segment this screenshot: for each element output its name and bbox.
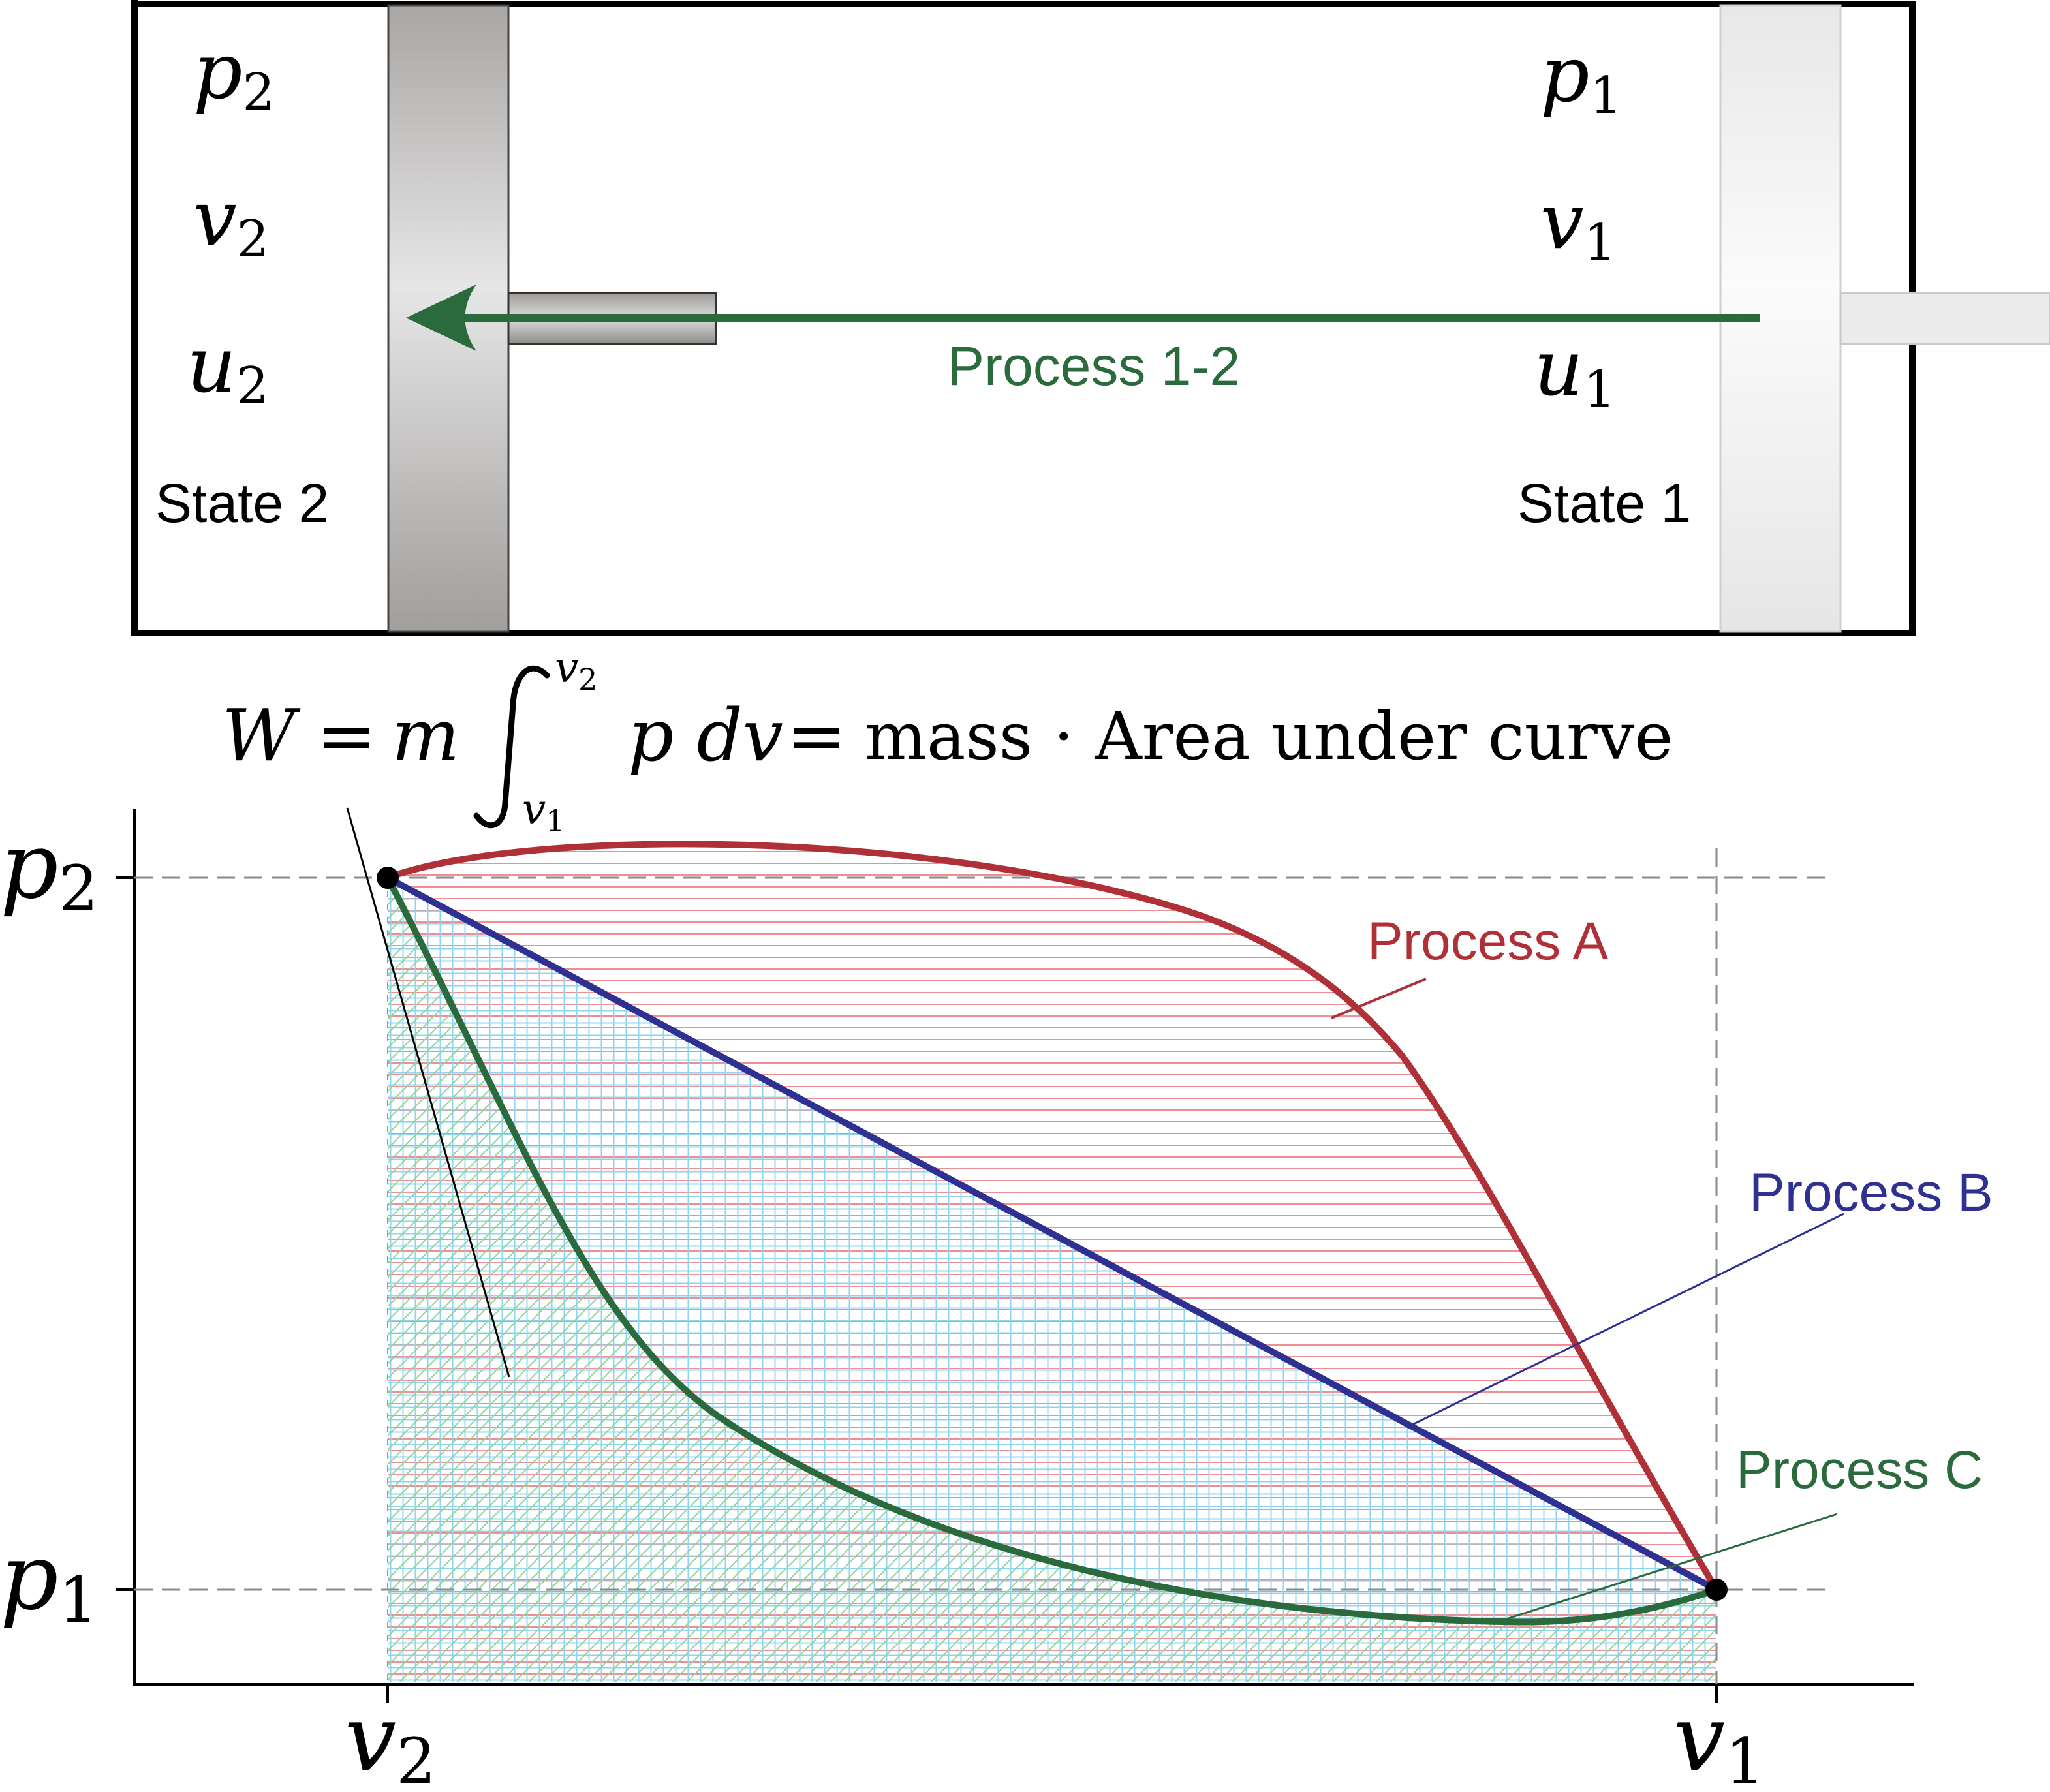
x-tick-label-v1: v1 (1673, 1686, 1765, 1792)
equation-rhs: mass · Area under curve (865, 698, 1673, 775)
state1-label: State 1 (1517, 472, 1691, 534)
state1-volume: v1 (1540, 176, 1616, 272)
state2-energy: u2 (187, 320, 269, 416)
equation-integrand: p dv (628, 694, 783, 777)
integral-upper-limit: v2 (555, 644, 597, 697)
state2-pressure: p2 (193, 26, 275, 122)
process-b-line (386, 874, 1718, 1593)
state2-label: State 2 (155, 472, 329, 534)
process-arrow-head (406, 285, 476, 351)
process-c-curve (384, 876, 1718, 1626)
process-a-leader (1331, 978, 1427, 1019)
equation-equals-1: = (317, 694, 377, 777)
y-tick-label-p2: p2 (0, 813, 99, 925)
process-c-leader (1497, 1513, 1838, 1623)
state1-energy: u1 (1534, 323, 1616, 419)
cylinder: p2 v2 u2 State 2 p1 v1 u1 State 1 Proces… (131, 0, 2050, 636)
cylinder-left-wall (131, 0, 138, 636)
process-a-curve (386, 841, 1720, 1592)
x-tick-label-v2: v2 (345, 1686, 436, 1792)
state2-volume: v2 (193, 173, 269, 269)
state-1-point (1705, 1579, 1728, 1601)
equation-mass-symbol: m (392, 694, 459, 777)
process-b-label: Process B (1749, 1163, 1993, 1222)
integral-sign (473, 665, 550, 829)
process-c-label: Process C (1736, 1440, 1983, 1500)
work-equation: W = m v2 v1 p dv = mass · Area under cur… (222, 644, 1673, 839)
state-2-point (377, 867, 399, 889)
integral-lower-limit: v1 (522, 786, 565, 839)
process-a-label: Process A (1367, 912, 1608, 971)
equation-equals-2: = (786, 694, 846, 777)
state1-pressure: p1 (1540, 29, 1622, 125)
pv-diagram: Process A Process B Process C p2 p1 v2 v… (0, 807, 1993, 1792)
y-tick-label-p1: p1 (0, 1524, 99, 1637)
equation-leader-line (346, 807, 510, 1378)
process-b-leader (1409, 1213, 1844, 1427)
area-under-process-c (388, 878, 1716, 1682)
equation-lhs: W (222, 694, 301, 777)
piston-rod-state-1 (1839, 292, 2050, 345)
process-1-2-label: Process 1-2 (948, 335, 1240, 397)
